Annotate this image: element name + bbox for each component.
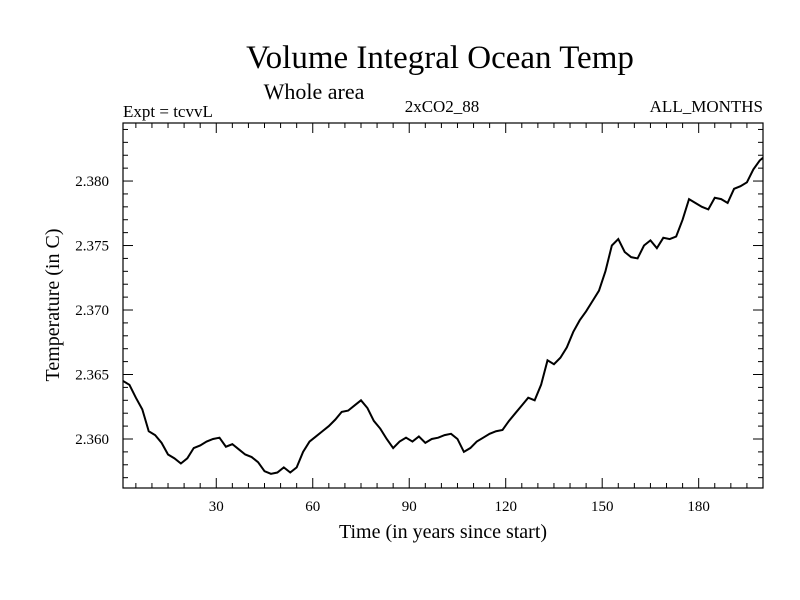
chart-title: Volume Integral Ocean Temp <box>246 40 634 76</box>
x-tick-label: 60 <box>305 499 320 515</box>
x-axis-label: Time (in years since start) <box>339 521 547 543</box>
chart-subtitle: Whole area <box>264 79 365 104</box>
run-label: 2xCO2_88 <box>405 97 480 116</box>
x-tick-label: 180 <box>687 499 710 515</box>
x-tick-label: 30 <box>209 499 224 515</box>
y-tick-label: 2.380 <box>75 174 109 190</box>
x-tick-label: 90 <box>402 499 417 515</box>
y-axis-label: Temperature (in C) <box>42 229 64 382</box>
plot-frame <box>122 122 764 489</box>
axis-ticks <box>123 123 764 488</box>
x-tick-label: 120 <box>494 499 517 515</box>
y-tick-label: 2.360 <box>75 432 109 448</box>
experiment-label: Expt = tcvvL <box>123 102 213 121</box>
y-tick-label: 2.375 <box>75 239 109 255</box>
temperature-series-line <box>122 157 764 475</box>
axis-tick-labels: 30 60 90 120 150 180 2.360 2.365 2.370 2.375 2.380 <box>75 174 710 515</box>
period-label: ALL_MONTHS <box>650 97 763 116</box>
y-tick-label: 2.370 <box>75 303 109 319</box>
y-tick-label: 2.365 <box>75 368 109 384</box>
x-tick-label: 150 <box>591 499 614 515</box>
